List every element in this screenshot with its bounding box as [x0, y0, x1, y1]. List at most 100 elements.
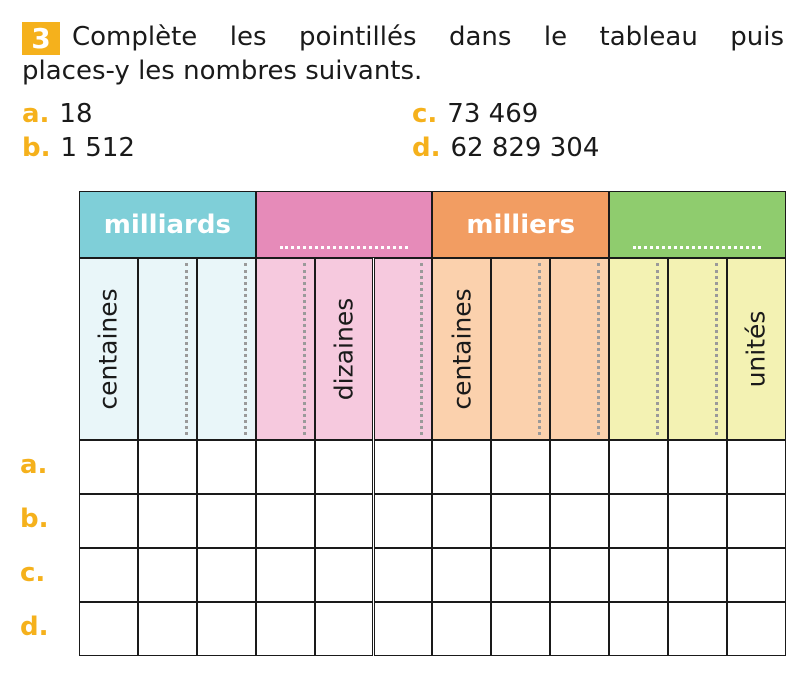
- number-item-d: d. 62 829 304: [412, 131, 599, 165]
- column-header-0: centaines: [79, 258, 138, 440]
- answer-cell[interactable]: [314, 494, 374, 548]
- answer-cell[interactable]: [373, 602, 433, 656]
- answer-cell[interactable]: [314, 440, 374, 494]
- answer-cell[interactable]: [726, 548, 786, 602]
- answer-cell[interactable]: [726, 494, 786, 548]
- answer-cell[interactable]: [373, 440, 433, 494]
- answer-cell[interactable]: [255, 548, 315, 602]
- fill-in-dotted-line: [420, 263, 424, 435]
- answer-cell[interactable]: [432, 602, 492, 656]
- fill-in-dots: .............: [633, 246, 762, 249]
- group-header-label: milliers: [466, 209, 576, 240]
- answer-cell[interactable]: [550, 494, 610, 548]
- answer-cell[interactable]: [196, 494, 256, 548]
- number-item-c: c. 73 469: [412, 97, 538, 131]
- column-header-3: [255, 258, 315, 440]
- answer-cell[interactable]: [373, 494, 433, 548]
- column-header-8: [550, 258, 610, 440]
- column-header-7: [491, 258, 551, 440]
- fill-in-dotted-line: [538, 263, 542, 435]
- answer-cell[interactable]: [137, 440, 197, 494]
- group-header-3: .............: [609, 191, 786, 258]
- answer-cell[interactable]: [255, 440, 315, 494]
- answer-cell[interactable]: [137, 548, 197, 602]
- answer-cell[interactable]: [491, 548, 551, 602]
- answer-cell[interactable]: [726, 440, 786, 494]
- answer-cell[interactable]: [196, 440, 256, 494]
- instruction-line-2: places-y les nombres suivants.: [22, 56, 423, 86]
- column-header-11: unités: [726, 258, 786, 440]
- answer-cell[interactable]: [726, 602, 786, 656]
- answer-cell[interactable]: [491, 602, 551, 656]
- item-letter: a.: [22, 99, 50, 129]
- instruction-line-1: Complète les pointillés dans le tableau …: [72, 22, 784, 52]
- answer-cell[interactable]: [314, 548, 374, 602]
- group-header-1: .............: [255, 191, 433, 258]
- item-letter: d.: [412, 133, 441, 163]
- item-value: 62 829 304: [450, 133, 600, 163]
- answer-cell[interactable]: [668, 548, 727, 602]
- column-label: centaines: [93, 288, 123, 410]
- column-header-6: centaines: [432, 258, 492, 440]
- answer-cell[interactable]: [491, 440, 551, 494]
- column-header-9: [609, 258, 668, 440]
- column-header-4: dizaines: [314, 258, 374, 440]
- answer-cell[interactable]: [314, 602, 374, 656]
- exercise-number-badge: 3: [22, 22, 60, 55]
- answer-cell[interactable]: [491, 494, 551, 548]
- column-header-1: [137, 258, 197, 440]
- item-value: 18: [59, 99, 93, 129]
- row-label-3: d.: [20, 612, 49, 642]
- answer-cell[interactable]: [432, 494, 492, 548]
- answer-cell[interactable]: [79, 494, 138, 548]
- item-letter: c.: [412, 99, 438, 129]
- answer-cell[interactable]: [609, 602, 668, 656]
- fill-in-dotted-line: [302, 263, 306, 435]
- answer-cell[interactable]: [79, 440, 138, 494]
- answer-cell[interactable]: [550, 548, 610, 602]
- answer-cell[interactable]: [432, 548, 492, 602]
- answer-cell[interactable]: [137, 602, 197, 656]
- column-label: dizaines: [329, 297, 359, 401]
- answer-cell[interactable]: [550, 440, 610, 494]
- column-header-5: [373, 258, 433, 440]
- column-label: centaines: [447, 288, 477, 410]
- fill-in-dotted-line: [655, 263, 659, 435]
- answer-cell[interactable]: [668, 440, 727, 494]
- answer-cell[interactable]: [668, 602, 727, 656]
- item-value: 1 512: [60, 133, 135, 163]
- answer-cell[interactable]: [255, 602, 315, 656]
- answer-cell[interactable]: [609, 494, 668, 548]
- answer-cell[interactable]: [196, 602, 256, 656]
- fill-in-dotted-line: [243, 263, 247, 435]
- instruction: Complète les pointillés dans le tableau …: [22, 20, 784, 88]
- column-header-2: [196, 258, 256, 440]
- fill-in-dotted-line: [184, 263, 188, 435]
- number-item-a: a. 18: [22, 97, 93, 131]
- answer-cell[interactable]: [668, 494, 727, 548]
- group-header-2: milliers: [432, 191, 610, 258]
- answer-cell[interactable]: [609, 548, 668, 602]
- item-value: 73 469: [447, 99, 539, 129]
- answer-cell[interactable]: [255, 494, 315, 548]
- column-label: unités: [741, 310, 771, 388]
- answer-cell[interactable]: [79, 548, 138, 602]
- answer-cell[interactable]: [196, 548, 256, 602]
- answer-cell[interactable]: [432, 440, 492, 494]
- group-header-label: milliards: [103, 209, 231, 240]
- answer-cell[interactable]: [609, 440, 668, 494]
- answer-cell[interactable]: [550, 602, 610, 656]
- fill-in-dotted-line: [714, 263, 718, 435]
- item-letter: b.: [22, 133, 51, 163]
- column-header-10: [668, 258, 727, 440]
- fill-in-dots: .............: [280, 246, 409, 249]
- row-label-1: b.: [20, 504, 49, 534]
- answer-cell[interactable]: [79, 602, 138, 656]
- number-item-b: b. 1 512: [22, 131, 135, 165]
- group-header-0: milliards: [79, 191, 256, 258]
- answer-cell[interactable]: [137, 494, 197, 548]
- row-label-0: a.: [20, 450, 48, 480]
- answer-cell[interactable]: [373, 548, 433, 602]
- row-label-2: c.: [20, 558, 46, 588]
- fill-in-dotted-line: [597, 263, 601, 435]
